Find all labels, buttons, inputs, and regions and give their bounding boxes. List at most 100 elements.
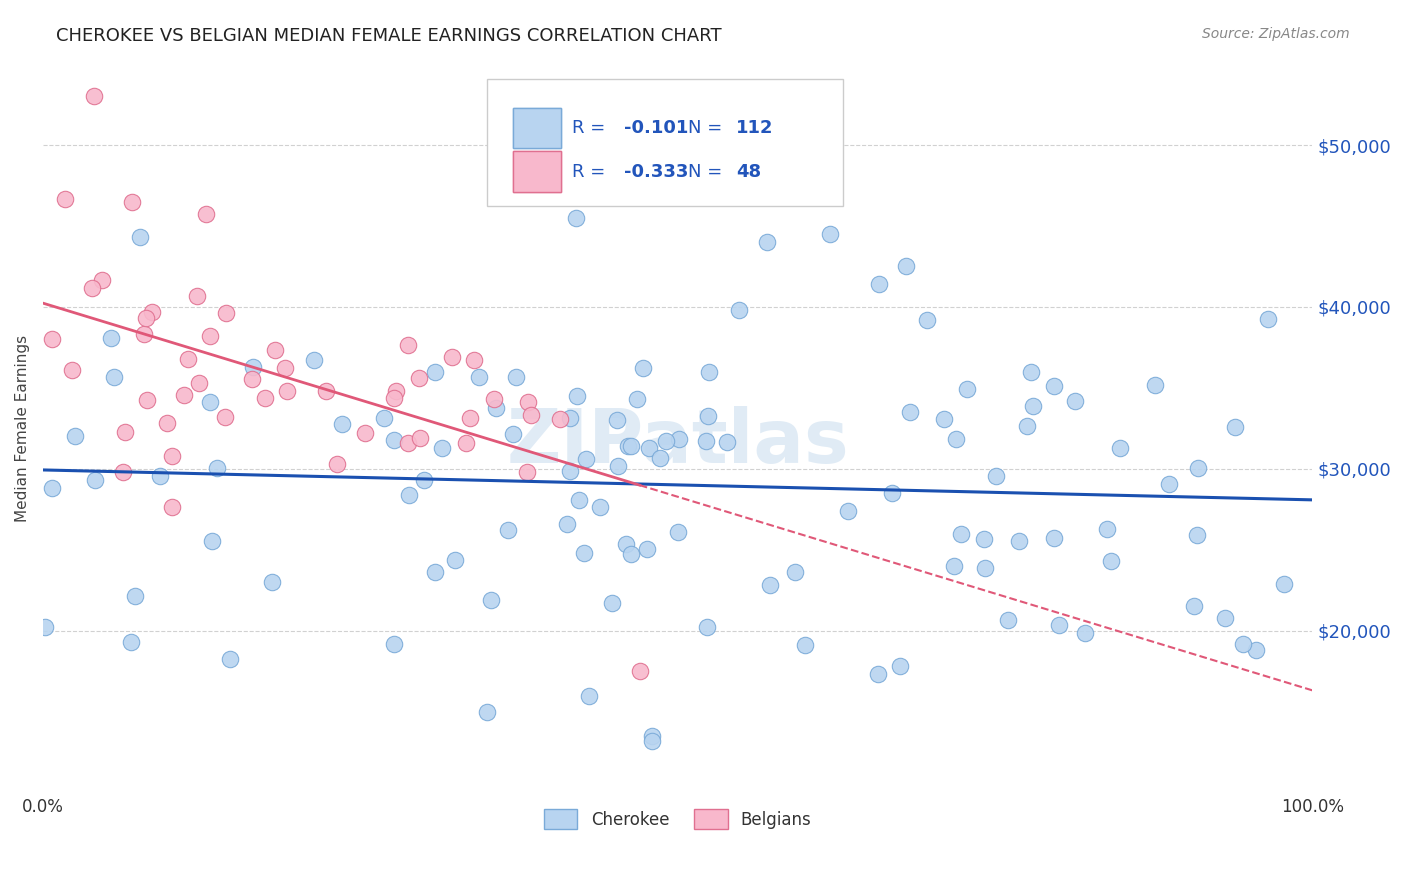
Point [198,395,221,409]
Point [1074,625,1097,640]
Point [984,469,1007,483]
Point [205,461,228,475]
Point [135,392,157,407]
Point [274,361,297,376]
Point [785,565,807,579]
Point [1109,441,1132,455]
Point [588,500,610,515]
Point [666,525,689,540]
Point [505,370,527,384]
Point [173,388,195,402]
Point [696,620,718,634]
Point [454,435,477,450]
Point [1244,643,1267,657]
Point [214,409,236,424]
Point [477,705,499,719]
Point [156,417,179,431]
Point [882,485,904,500]
Point [558,411,581,425]
Point [716,435,738,450]
Point [219,652,242,666]
Point [382,433,405,447]
Point [502,427,524,442]
Point [668,432,690,446]
Point [413,473,436,487]
Point [240,372,263,386]
Point [1185,527,1208,541]
Point [34,620,56,634]
Point [956,383,979,397]
Point [398,337,420,351]
Point [1187,460,1209,475]
Point [120,634,142,648]
Point [162,500,184,515]
Point [326,457,349,471]
Point [626,392,648,407]
Point [195,206,218,220]
Point [655,434,678,449]
Point [1015,418,1038,433]
Point [121,194,143,209]
Point [408,371,430,385]
Text: N =: N = [688,120,728,137]
Point [41,481,63,495]
Point [444,553,467,567]
Point [950,526,973,541]
Point [1019,365,1042,379]
Text: R =: R = [572,163,612,181]
FancyBboxPatch shape [513,152,561,192]
Point [83,473,105,487]
Point [63,429,86,443]
Point [973,532,995,546]
Point [441,350,464,364]
Point [759,578,782,592]
Point [1008,533,1031,548]
Point [398,488,420,502]
Point [818,227,841,241]
Point [520,408,543,422]
Point [141,304,163,318]
Point [1213,610,1236,624]
Legend: Cherokee, Belgians: Cherokee, Belgians [537,803,818,835]
Point [578,689,600,703]
Point [1159,477,1181,491]
Point [302,353,325,368]
Point [614,537,637,551]
Point [942,558,965,573]
Point [262,575,284,590]
Point [793,638,815,652]
Point [648,450,671,465]
Point [253,391,276,405]
Point [575,452,598,467]
Point [631,360,654,375]
Point [482,392,505,406]
Point [517,395,540,409]
Point [1043,531,1066,545]
Point [1232,637,1254,651]
Point [932,412,955,426]
Point [201,534,224,549]
Point [945,433,967,447]
Point [425,365,447,379]
Point [396,435,419,450]
Point [607,459,630,474]
Point [973,561,995,575]
Point [80,281,103,295]
Point [574,546,596,560]
Point [638,442,661,456]
Text: -0.333: -0.333 [624,163,689,181]
Point [60,363,83,377]
Point [866,667,889,681]
Point [606,412,628,426]
Point [1274,577,1296,591]
Point [696,409,718,424]
Point [620,547,643,561]
Text: R =: R = [572,120,612,137]
Point [103,369,125,384]
Point [132,326,155,341]
Point [330,417,353,431]
Point [868,277,890,292]
Point [83,89,105,103]
Point [1143,377,1166,392]
Point [1257,311,1279,326]
